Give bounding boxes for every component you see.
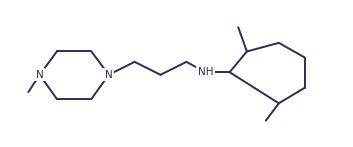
Text: NH: NH: [198, 67, 213, 77]
Text: N: N: [105, 70, 113, 80]
Text: N: N: [36, 70, 43, 80]
